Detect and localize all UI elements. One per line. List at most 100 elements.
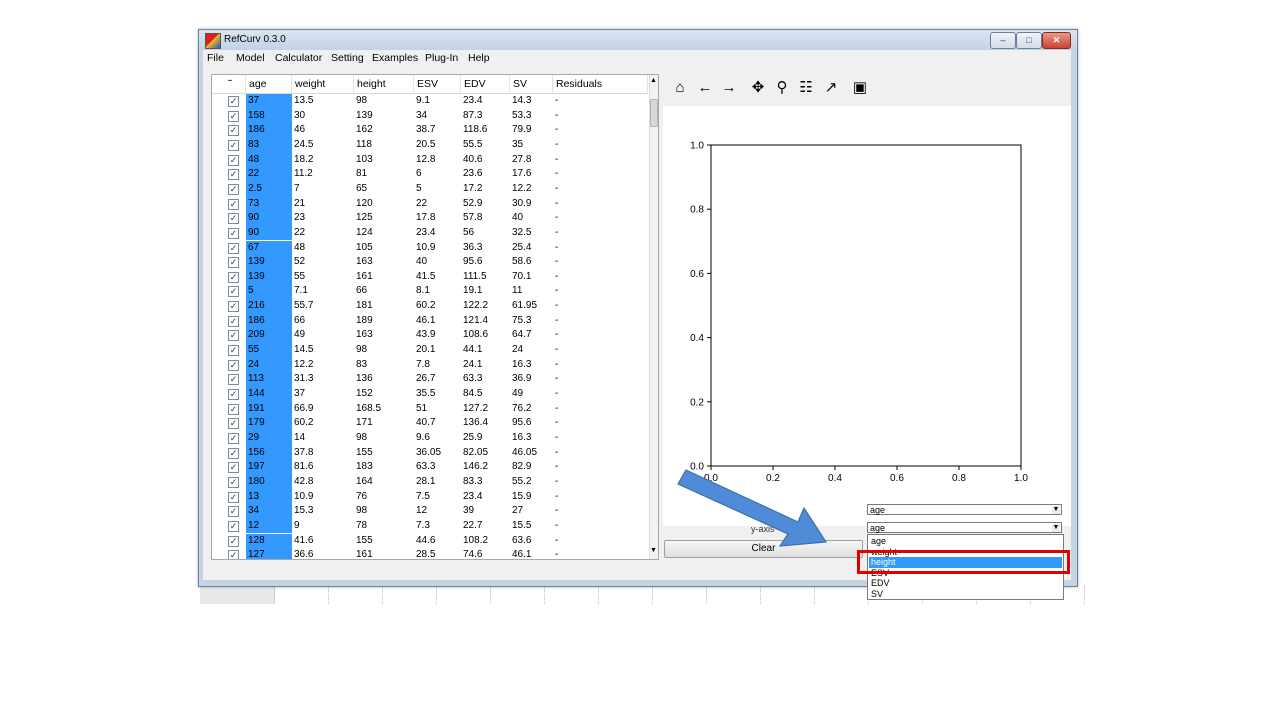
cell-sv[interactable]: 14.3 — [512, 95, 532, 106]
cell-weight[interactable]: 66.9 — [294, 402, 314, 414]
cell-residuals[interactable]: - — [555, 373, 559, 385]
cell-residuals[interactable]: - — [555, 446, 559, 458]
cell-edv[interactable]: 146.2 — [463, 461, 489, 473]
cell-height[interactable]: 76 — [356, 490, 368, 502]
cell-edv[interactable]: 118.6 — [463, 124, 488, 136]
table-row[interactable]: ✓ 127 36.6 161 28.5 74.6 46.1 - — [212, 548, 648, 560]
cell-weight[interactable]: 12.2 — [294, 358, 314, 370]
table-row[interactable]: ✓ 186 66 189 46.1 121.4 75.3 - — [212, 313, 648, 329]
cell-esv[interactable]: 10.9 — [416, 241, 436, 253]
table-row[interactable]: ✓ 144 37 152 35.5 84.5 49 - — [212, 387, 648, 402]
cell-sv[interactable]: 25.4 — [512, 241, 532, 253]
cell-sv[interactable]: 76.2 — [512, 402, 532, 414]
cell-esv[interactable]: 28.1 — [416, 475, 436, 487]
row-checkbox[interactable]: ✓ — [228, 301, 239, 313]
row-checkbox[interactable]: ✓ — [228, 432, 239, 444]
row-checkbox[interactable]: ✓ — [228, 491, 239, 503]
cell-esv[interactable]: 22 — [416, 197, 428, 209]
row-checkbox[interactable]: ✓ — [228, 550, 239, 560]
cell-residuals[interactable]: - — [555, 314, 559, 326]
table-row[interactable]: ✓ 216 55.7 181 60.2 122.2 61.95 - — [212, 299, 648, 314]
cell-age[interactable]: 83 — [246, 137, 292, 153]
cell-esv[interactable]: 43.9 — [416, 329, 436, 341]
scroll-down-icon[interactable]: ▼ — [650, 547, 657, 554]
menu-file[interactable]: File — [207, 52, 224, 64]
cell-height[interactable]: 120 — [356, 197, 373, 209]
cell-weight[interactable]: 7.1 — [294, 285, 308, 297]
row-checkbox[interactable]: ✓ — [228, 389, 239, 400]
cell-edv[interactable]: 24.1 — [463, 358, 483, 370]
table-row[interactable]: ✓ 37 13.5 98 9.1 23.4 14.3 - — [212, 94, 648, 109]
cell-sv[interactable]: 95.6 — [512, 417, 532, 429]
cell-height[interactable]: 65 — [356, 182, 368, 194]
cell-residuals[interactable]: - — [555, 358, 559, 370]
cell-weight[interactable]: 21 — [294, 197, 306, 209]
cell-sv[interactable]: 15.5 — [512, 519, 532, 531]
cell-sv[interactable]: 27 — [512, 505, 524, 517]
cell-weight[interactable]: 23 — [294, 212, 306, 224]
cell-weight[interactable]: 18.2 — [294, 153, 314, 165]
cell-esv[interactable]: 51 — [416, 402, 428, 414]
cell-weight[interactable]: 42.8 — [294, 475, 314, 487]
cell-age[interactable]: 158 — [246, 108, 292, 124]
dropdown-option-age[interactable]: age — [871, 536, 887, 546]
cell-residuals[interactable]: - — [555, 197, 559, 209]
cell-residuals[interactable]: - — [555, 270, 559, 282]
cell-sv[interactable]: 24 — [512, 344, 524, 356]
cell-sv[interactable]: 64.7 — [512, 329, 532, 341]
select-all-corner[interactable]: ˜ — [212, 75, 246, 93]
cell-edv[interactable]: 39 — [463, 505, 475, 517]
cell-age[interactable]: 67 — [246, 240, 292, 256]
cell-age[interactable]: 90 — [246, 211, 292, 226]
cell-height[interactable]: 189 — [356, 314, 373, 326]
cell-esv[interactable]: 28.5 — [416, 549, 436, 560]
column-header-residuals[interactable]: Residuals — [553, 75, 648, 93]
cell-height[interactable]: 98 — [356, 505, 368, 517]
cell-esv[interactable]: 9.1 — [416, 95, 430, 106]
cell-age[interactable]: 179 — [246, 416, 292, 431]
cell-age[interactable]: 144 — [246, 387, 292, 402]
cell-edv[interactable]: 87.3 — [463, 109, 483, 121]
cell-edv[interactable]: 121.4 — [463, 314, 489, 326]
table-row[interactable]: ✓ 139 52 163 40 95.6 58.6 - — [212, 255, 648, 270]
cell-weight[interactable]: 66 — [294, 314, 306, 326]
column-header-sv[interactable]: SV — [510, 75, 553, 93]
table-row[interactable]: ✓ 90 22 124 23.4 56 32.5 - — [212, 225, 648, 241]
table-row[interactable]: ✓ 13 10.9 76 7.5 23.4 15.9 - — [212, 489, 648, 505]
save-icon[interactable]: ▣ — [852, 79, 868, 96]
table-row[interactable]: ✓ 73 21 120 22 52.9 30.9 - — [212, 196, 648, 212]
cell-sv[interactable]: 79.9 — [512, 124, 532, 136]
row-checkbox[interactable]: ✓ — [228, 125, 239, 137]
cell-sv[interactable]: 49 — [512, 388, 524, 399]
column-header-weight[interactable]: weight — [292, 75, 354, 93]
cell-esv[interactable]: 38.7 — [416, 124, 436, 136]
table-row[interactable]: ✓ 191 66.9 168.5 51 127.2 76.2 - — [212, 401, 648, 417]
row-checkbox[interactable]: ✓ — [228, 374, 239, 386]
cell-age[interactable]: 197 — [246, 460, 292, 475]
table-row[interactable]: ✓ 179 60.2 171 40.7 136.4 95.6 - — [212, 416, 648, 431]
cell-residuals[interactable]: - — [555, 212, 559, 224]
cell-height[interactable]: 98 — [356, 431, 368, 443]
cell-weight[interactable]: 37 — [294, 388, 306, 399]
cell-weight[interactable]: 11.2 — [294, 168, 313, 180]
table-row[interactable]: ✓ 139 55 161 41.5 111.5 70.1 - — [212, 269, 648, 285]
row-checkbox[interactable]: ✓ — [228, 213, 239, 225]
row-checkbox[interactable]: ✓ — [228, 183, 239, 195]
cell-esv[interactable]: 40 — [416, 256, 428, 268]
cell-edv[interactable]: 23.4 — [463, 490, 483, 502]
back-arrow-icon[interactable]: ← — [697, 79, 713, 96]
cell-height[interactable]: 136 — [356, 373, 373, 385]
menu-calculator[interactable]: Calculator — [275, 52, 323, 64]
menu-examples[interactable]: Examples — [372, 52, 419, 64]
cell-residuals[interactable]: - — [555, 95, 559, 106]
cell-residuals[interactable]: - — [555, 124, 559, 136]
menu-help[interactable]: Help — [468, 52, 490, 64]
cell-edv[interactable]: 22.7 — [463, 519, 483, 531]
table-row[interactable]: ✓ 34 15.3 98 12 39 27 - — [212, 504, 648, 519]
cell-residuals[interactable]: - — [555, 431, 559, 443]
cell-age[interactable]: 5 — [246, 284, 292, 300]
zoom-icon[interactable]: ⚲ — [776, 79, 788, 96]
cell-residuals[interactable]: - — [555, 138, 559, 150]
close-button[interactable]: ✕ — [1042, 32, 1071, 49]
cell-sv[interactable]: 53.3 — [512, 109, 532, 121]
